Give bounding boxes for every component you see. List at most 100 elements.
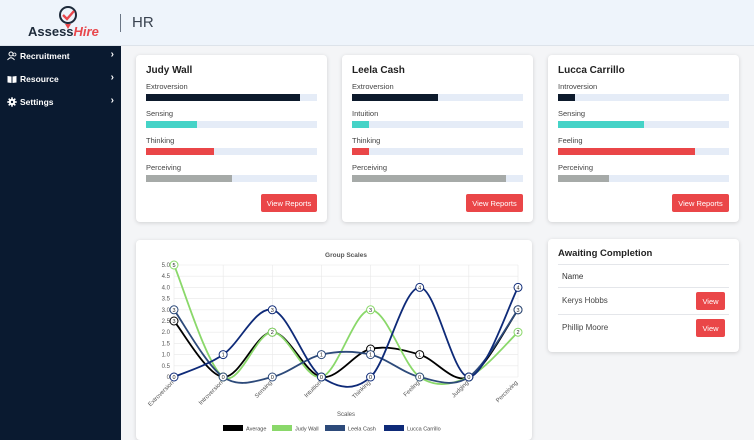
trait-bar-fill: [558, 148, 695, 155]
trait-label: Perceiving: [558, 163, 594, 172]
group-scales-chart: Group Scales00.51.01.52.02.53.03.54.04.5…: [148, 252, 523, 433]
sidebar-item-recruitment[interactable]: Recruitment ›: [0, 46, 121, 66]
trait-label: Extroversion: [146, 82, 188, 91]
trait-bar-fill: [352, 94, 438, 101]
data-label: 0: [172, 375, 175, 381]
trait-row: Intuition: [352, 109, 523, 128]
divider: [558, 264, 729, 265]
trait-bar: [558, 121, 729, 128]
trait-row: Extroversion: [352, 82, 523, 101]
legend-swatch: [325, 425, 345, 431]
divider: [558, 287, 729, 288]
page-title: HR: [132, 14, 154, 31]
y-tick-label: 0: [167, 375, 171, 381]
series-line: [173, 286, 519, 388]
trait-bar-fill: [146, 148, 215, 155]
trait-row: Sensing: [558, 109, 729, 128]
y-tick-label: 1.0: [162, 353, 171, 359]
sidebar: Recruitment › Resource › Settings ›: [0, 46, 121, 440]
data-point: [316, 350, 326, 360]
trait-bar-fill: [558, 94, 576, 101]
data-label: 4: [418, 285, 421, 291]
data-label: 3: [172, 319, 175, 325]
card-name: Judy Wall: [146, 65, 193, 76]
trait-label: Sensing: [558, 109, 586, 118]
users-icon: [7, 51, 17, 61]
data-label: 4: [516, 285, 519, 291]
data-point: [169, 372, 179, 382]
y-tick-label: 4.0: [162, 285, 171, 291]
trait-label: Sensing: [146, 109, 174, 118]
data-point: [513, 282, 523, 292]
data-label: 3: [516, 308, 519, 314]
header-separator: [120, 14, 121, 32]
data-label: 3: [369, 308, 372, 314]
name-column-header: Name: [562, 272, 584, 281]
legend-label: Average: [246, 427, 266, 433]
trait-row: Thinking: [146, 136, 317, 155]
y-tick-label: 3.5: [162, 297, 171, 303]
trait-bar: [146, 121, 317, 128]
chart-title: Group Scales: [325, 252, 367, 259]
data-label: 0: [320, 375, 323, 381]
data-label: 1: [418, 353, 421, 359]
sidebar-item-settings[interactable]: Settings ›: [0, 92, 121, 112]
data-label: 1: [369, 353, 372, 359]
view-button[interactable]: View: [696, 292, 725, 310]
data-point: [218, 372, 228, 382]
data-label: 0: [418, 375, 421, 381]
trait-row: Feeling: [558, 136, 729, 155]
trait-row: Introversion: [558, 82, 729, 101]
trait-label: Perceiving: [352, 163, 388, 172]
trait-label: Thinking: [352, 136, 381, 145]
legend-label: Leela Cash: [348, 427, 376, 433]
view-button[interactable]: View: [696, 319, 725, 337]
y-tick-label: 4.5: [162, 274, 171, 280]
sidebar-item-label: Recruitment: [20, 51, 70, 61]
trait-label: Intuition: [352, 109, 379, 118]
trait-bar: [558, 148, 729, 155]
data-label: 2: [271, 330, 274, 336]
data-point: [267, 327, 277, 337]
view-reports-button[interactable]: View Reports: [466, 194, 523, 212]
trait-bar-fill: [352, 148, 370, 155]
y-tick-label: 3.0: [162, 308, 171, 314]
y-tick-label: 2.5: [162, 319, 171, 325]
y-tick-label: 2.0: [162, 330, 171, 336]
chevron-right-icon: ›: [110, 49, 114, 60]
trait-bar-fill: [558, 175, 610, 182]
data-label: 3: [172, 308, 175, 314]
sidebar-item-label: Settings: [20, 97, 54, 107]
data-point: [513, 305, 523, 315]
view-reports-button[interactable]: View Reports: [672, 194, 729, 212]
y-tick-label: 5.0: [162, 263, 171, 269]
data-point: [169, 305, 179, 315]
trait-bar-fill: [352, 121, 370, 128]
data-label: 3: [271, 308, 274, 314]
trait-bar: [558, 94, 729, 101]
x-tick-label: Feeling: [403, 380, 421, 398]
trait-bar-fill: [146, 175, 232, 182]
card-name: Lucca Carrillo: [558, 65, 625, 76]
trait-row: Extroversion: [146, 82, 317, 101]
trait-row: Thinking: [352, 136, 523, 155]
data-point: [169, 260, 179, 270]
data-point: [513, 327, 523, 337]
view-reports-button[interactable]: View Reports: [261, 194, 317, 212]
trait-bar: [352, 94, 523, 101]
y-tick-label: 0.5: [162, 364, 171, 370]
trait-row: Perceiving: [352, 163, 523, 182]
trait-row: Perceiving: [558, 163, 729, 182]
data-label: 5: [172, 263, 175, 269]
x-tick-label: Perceiving: [495, 380, 519, 404]
x-axis-label: Scales: [337, 412, 355, 418]
sidebar-item-label: Resource: [20, 74, 59, 84]
legend-swatch: [384, 425, 404, 431]
awaiting-completion-card: Awaiting Completion Name Kerys Hobbs Vie…: [548, 239, 739, 352]
x-tick-label: Intuition: [304, 380, 323, 399]
logo[interactable]: AssessHire: [28, 6, 108, 42]
sidebar-item-resource[interactable]: Resource ›: [0, 69, 121, 89]
series-line: [173, 309, 519, 380]
trait-bar-fill: [146, 94, 300, 101]
trait-label: Perceiving: [146, 163, 182, 172]
